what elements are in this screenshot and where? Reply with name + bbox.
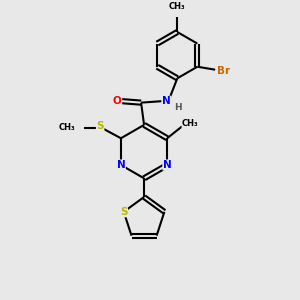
Text: CH₃: CH₃ <box>182 119 199 128</box>
Text: S: S <box>96 121 104 131</box>
Text: CH₃: CH₃ <box>58 123 75 132</box>
Text: N: N <box>117 160 125 170</box>
Text: Br: Br <box>218 66 231 76</box>
Text: O: O <box>113 96 122 106</box>
Text: H: H <box>174 103 182 112</box>
Text: S: S <box>120 207 127 217</box>
Text: N: N <box>163 160 172 170</box>
Text: CH₃: CH₃ <box>169 2 186 10</box>
Text: N: N <box>162 96 171 106</box>
